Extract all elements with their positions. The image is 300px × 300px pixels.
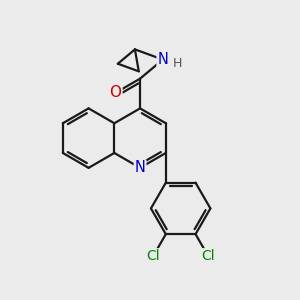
Text: N: N (135, 160, 146, 175)
Text: H: H (172, 57, 182, 70)
Text: N: N (158, 52, 168, 67)
Text: O: O (110, 85, 122, 100)
Text: Cl: Cl (201, 249, 215, 263)
Text: Cl: Cl (146, 249, 160, 263)
